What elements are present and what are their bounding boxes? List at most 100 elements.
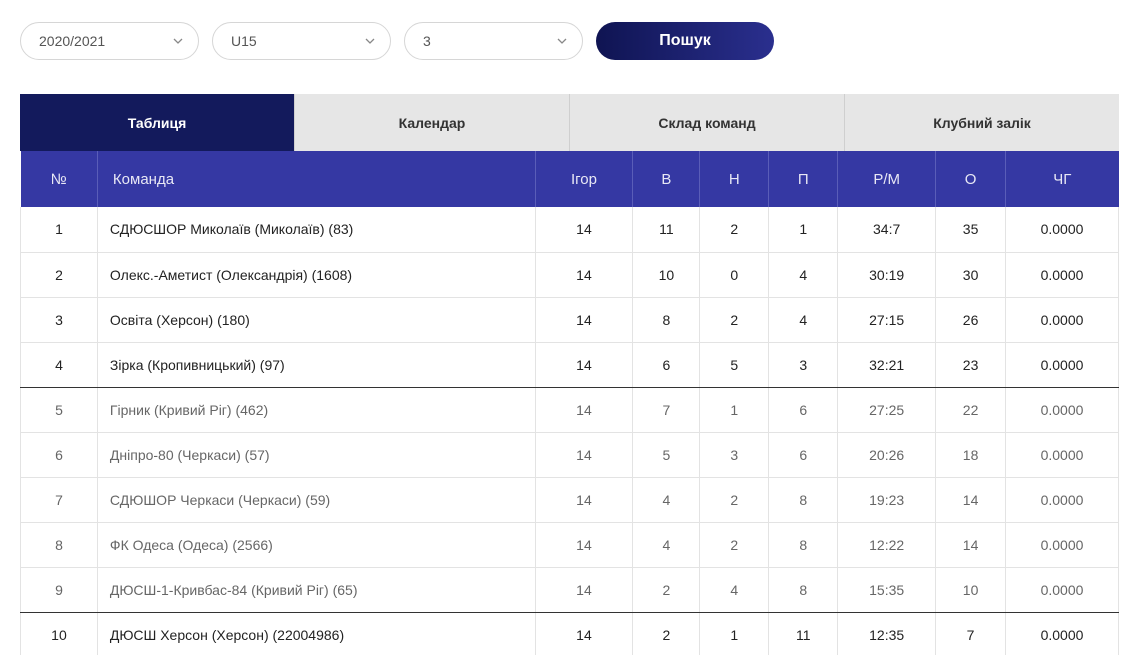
cell-wins: 11 xyxy=(632,207,701,253)
cell-points: 23 xyxy=(935,342,1007,388)
cell-draws: 4 xyxy=(699,567,770,613)
header-losses[interactable]: П xyxy=(768,151,839,207)
cell-points: 18 xyxy=(935,432,1007,478)
table-row: 8 ФК Одеса (Одеса) (2566) 14 4 2 8 12:22 14 0.00… xyxy=(20,522,1119,568)
cell-points: 26 xyxy=(935,297,1007,343)
cell-wins: 2 xyxy=(632,612,701,655)
cell-chg: 0.0000 xyxy=(1005,297,1119,343)
cell-points: 35 xyxy=(935,207,1007,253)
table-header-row: № Команда Ігор В Н П Р/М О ЧГ xyxy=(20,151,1119,207)
cell-position: 8 xyxy=(20,522,98,568)
cell-games: 14 xyxy=(535,432,634,478)
season-select[interactable]: 2020/2021 xyxy=(20,22,199,60)
cell-games: 14 xyxy=(535,522,634,568)
tab-bar: Таблиця Календар Склад команд Клубний за… xyxy=(20,94,1119,151)
cell-team: Гірник (Кривий Ріг) (462) xyxy=(97,387,536,433)
cell-draws: 0 xyxy=(699,252,770,298)
header-goals[interactable]: Р/М xyxy=(837,151,937,207)
cell-chg: 0.0000 xyxy=(1005,207,1119,253)
cell-points: 30 xyxy=(935,252,1007,298)
cell-draws: 2 xyxy=(699,207,770,253)
cell-losses: 6 xyxy=(768,387,839,433)
cell-goals: 27:15 xyxy=(837,297,937,343)
cell-chg: 0.0000 xyxy=(1005,252,1119,298)
cell-goals: 30:19 xyxy=(837,252,937,298)
table-row: 1 СДЮСШОР Миколаїв (Миколаїв) (83) 14 11 2 1 3… xyxy=(20,207,1119,253)
cell-wins: 5 xyxy=(632,432,701,478)
cell-team: ДЮСШ-1-Кривбас-84 (Кривий Ріг) (65) xyxy=(97,567,536,613)
cell-losses: 3 xyxy=(768,342,839,388)
tab-calendar[interactable]: Календар xyxy=(295,94,570,151)
cell-team: СДЮШОР Черкаси (Черкаси) (59) xyxy=(97,477,536,523)
chevron-down-icon xyxy=(557,38,567,44)
cell-losses: 11 xyxy=(768,612,839,655)
chevron-down-icon xyxy=(365,38,375,44)
cell-games: 14 xyxy=(535,252,634,298)
cell-goals: 34:7 xyxy=(837,207,937,253)
table-row: 4 Зірка (Кропивницький) (97) 14 6 5 3 32:21 23 0… xyxy=(20,342,1119,388)
cell-chg: 0.0000 xyxy=(1005,387,1119,433)
cell-losses: 4 xyxy=(768,297,839,343)
header-points[interactable]: О xyxy=(935,151,1007,207)
chevron-down-icon xyxy=(173,38,183,44)
cell-games: 14 xyxy=(535,297,634,343)
cell-wins: 2 xyxy=(632,567,701,613)
cell-goals: 12:22 xyxy=(837,522,937,568)
season-select-value: 2020/2021 xyxy=(39,33,106,49)
cell-position: 3 xyxy=(20,297,98,343)
cell-draws: 1 xyxy=(699,612,770,655)
table-row: 10 ДЮСШ Херсон (Херсон) (22004986) 14 2 1 11 1… xyxy=(20,612,1119,655)
header-wins[interactable]: В xyxy=(632,151,701,207)
cell-team: Освіта (Херсон) (180) xyxy=(97,297,536,343)
cell-position: 4 xyxy=(20,342,98,388)
cell-draws: 2 xyxy=(699,297,770,343)
header-team[interactable]: Команда xyxy=(97,151,536,207)
cell-team: Дніпро-80 (Черкаси) (57) xyxy=(97,432,536,478)
cell-games: 14 xyxy=(535,477,634,523)
cell-position: 2 xyxy=(20,252,98,298)
cell-wins: 4 xyxy=(632,522,701,568)
cell-wins: 6 xyxy=(632,342,701,388)
cell-games: 14 xyxy=(535,612,634,655)
table-row: 7 СДЮШОР Черкаси (Черкаси) (59) 14 4 2 8 19:23… xyxy=(20,477,1119,523)
cell-position: 7 xyxy=(20,477,98,523)
tab-team-roster[interactable]: Склад команд xyxy=(570,94,845,151)
cell-wins: 10 xyxy=(632,252,701,298)
cell-chg: 0.0000 xyxy=(1005,567,1119,613)
cell-points: 10 xyxy=(935,567,1007,613)
cell-points: 14 xyxy=(935,522,1007,568)
table-row: 6 Дніпро-80 (Черкаси) (57) 14 5 3 6 20:26 18 0.0… xyxy=(20,432,1119,478)
cell-position: 9 xyxy=(20,567,98,613)
age-group-select[interactable]: U15 xyxy=(212,22,391,60)
header-draws[interactable]: Н xyxy=(699,151,770,207)
cell-points: 22 xyxy=(935,387,1007,433)
cell-draws: 2 xyxy=(699,477,770,523)
header-games[interactable]: Ігор xyxy=(535,151,634,207)
table-row: 9 ДЮСШ-1-Кривбас-84 (Кривий Ріг) (65) 14 2 4… xyxy=(20,567,1119,613)
table-row: 5 Гірник (Кривий Ріг) (462) 14 7 1 6 27:25 22 0.… xyxy=(20,387,1119,433)
cell-games: 14 xyxy=(535,207,634,253)
cell-position: 6 xyxy=(20,432,98,478)
cell-team: ДЮСШ Херсон (Херсон) (22004986) xyxy=(97,612,536,655)
round-select[interactable]: 3 xyxy=(404,22,583,60)
cell-goals: 27:25 xyxy=(837,387,937,433)
cell-draws: 5 xyxy=(699,342,770,388)
standings-table: № Команда Ігор В Н П Р/М О ЧГ 1 СДЮСШОР М… xyxy=(20,151,1119,655)
cell-chg: 0.0000 xyxy=(1005,612,1119,655)
header-chg[interactable]: ЧГ xyxy=(1005,151,1119,207)
cell-position: 1 xyxy=(20,207,98,253)
cell-losses: 8 xyxy=(768,477,839,523)
tab-club-standings[interactable]: Клубний залік xyxy=(845,94,1119,151)
tab-table[interactable]: Таблиця xyxy=(20,94,295,151)
header-position[interactable]: № xyxy=(20,151,98,207)
cell-position: 5 xyxy=(20,387,98,433)
cell-losses: 4 xyxy=(768,252,839,298)
cell-goals: 32:21 xyxy=(837,342,937,388)
cell-draws: 1 xyxy=(699,387,770,433)
cell-losses: 8 xyxy=(768,567,839,613)
cell-losses: 6 xyxy=(768,432,839,478)
cell-team: СДЮСШОР Миколаїв (Миколаїв) (83) xyxy=(97,207,536,253)
search-button[interactable]: Пошук xyxy=(596,22,774,60)
cell-goals: 20:26 xyxy=(837,432,937,478)
cell-points: 14 xyxy=(935,477,1007,523)
